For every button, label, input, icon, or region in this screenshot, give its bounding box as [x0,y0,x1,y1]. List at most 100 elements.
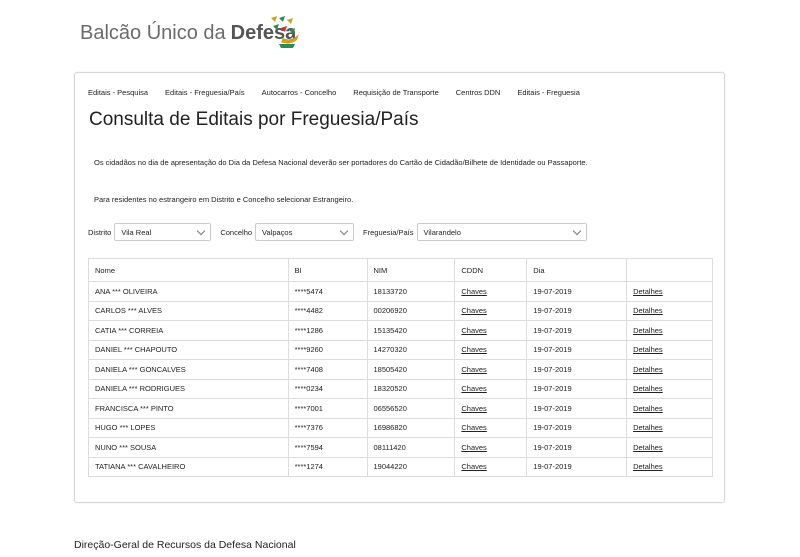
logo-text: Balcão Único da [80,22,226,44]
details-link[interactable]: Detalhes [633,325,663,335]
table-row: TATIANA *** CAVALHEIRO ****1274 19044220 Ch… [88,456,713,477]
table-cell: 15135420 [366,320,456,341]
table-cell: Chaves [454,378,528,399]
details-link[interactable]: Detalhes [633,403,663,413]
table-cell: 18505420 [366,359,456,380]
table-cell: 19044220 [366,456,456,477]
table-cell: 06556520 [366,398,456,419]
table-cell: TATIANA *** CAVALHEIRO [88,456,289,477]
nav-tab[interactable]: Requisição de Transporte [353,88,439,97]
column-header: Dia [526,258,628,282]
table-cell: Detalhes [626,300,713,321]
nav-tab[interactable]: Editais - Freguesia/País [165,88,245,97]
nav-tab[interactable]: Editais - Pesquisa [88,88,149,97]
cddn-link[interactable]: Chaves [461,364,487,374]
table-cell: 19-07-2019 [526,320,628,341]
logo-icon [271,16,299,48]
notice: Os cidadãos no dia de apresentação do Di… [94,158,588,167]
table-cell: Chaves [454,359,528,380]
table-cell: Chaves [454,417,528,438]
table-cell: ****7408 [287,359,368,380]
column-header: BI [287,258,368,282]
results-table: Nome BI NIM CDDN Dia ANA *** OLIVEIRA ****547… [88,258,713,477]
table-cell: Detalhes [626,437,713,458]
column-header: Nome [88,258,289,282]
nav-tabs: Editais - Pesquisa Editais - Freguesia/Pa… [88,88,597,97]
table-cell: FRANCISCA *** PINTO [88,398,289,419]
nav-tab[interactable]: Centros DDN [455,88,501,97]
details-link[interactable]: Detalhes [633,442,663,452]
column-header: NIM [366,258,456,282]
nav-tab[interactable]: Editais - Freguesia [517,88,580,97]
table-row: CARLOS *** ALVES ****4482 00206920 Chaves 19… [88,300,713,321]
logo[interactable]: Balcão Único da Defesa [80,16,299,48]
table-cell: 00206920 [366,300,456,321]
table-cell: ****7001 [287,398,368,419]
table-cell: ****4482 [287,300,368,321]
table-cell: Chaves [454,437,528,458]
table-row: CATIA *** CORREIA ****1286 15135420 Chaves 1… [88,320,713,341]
table-row: DANIEL *** CHAPOUTO ****9260 14270320 Chave… [88,339,713,360]
table-cell: 19-07-2019 [526,378,628,399]
filter-select[interactable]: Vila Real [114,223,212,241]
cddn-link[interactable]: Chaves [461,442,487,452]
details-link[interactable]: Detalhes [633,384,663,394]
notice: Para residentes no estrangeiro em Distri… [94,195,354,204]
table-cell: 19-07-2019 [526,281,628,302]
details-link[interactable]: Detalhes [633,423,663,433]
table-row: NUNO *** SOUSA ****7594 08111420 Chaves 19-0… [88,437,713,458]
cddn-link[interactable]: Chaves [461,345,487,355]
filter-label: Concelho [220,227,253,237]
column-header [626,258,713,282]
table-cell: Chaves [454,320,528,341]
table-cell: Chaves [454,339,528,360]
cddn-link[interactable]: Chaves [461,403,487,413]
table-cell: 19-07-2019 [526,339,628,360]
table-cell: 16986820 [366,417,456,438]
filters: Distrito Vila Real Concelho Valpaços Fregues… [88,223,596,241]
filter-select[interactable]: Valpaços [255,223,355,241]
filter-label: Distrito [88,227,112,237]
table-cell: ****0234 [287,378,368,399]
table-cell: Detalhes [626,281,713,302]
table-cell: ANA *** OLIVEIRA [88,281,289,302]
table-cell: Detalhes [626,378,713,399]
details-link[interactable]: Detalhes [633,345,663,355]
details-link[interactable]: Detalhes [633,364,663,374]
nav-tab[interactable]: Autocarros - Concelho [261,88,337,97]
table-cell: Detalhes [626,339,713,360]
table-cell: DANIELA *** GONCALVES [88,359,289,380]
cddn-link[interactable]: Chaves [461,325,487,335]
table-cell: 19-07-2019 [526,417,628,438]
table-cell: Detalhes [626,320,713,341]
table-cell: ****1274 [287,456,368,477]
table-cell: HUGO *** LOPES [88,417,289,438]
table-cell: 19-07-2019 [526,359,628,380]
column-header: CDDN [454,258,528,282]
table-cell: 19-07-2019 [526,437,628,458]
details-link[interactable]: Detalhes [633,306,663,316]
cddn-link[interactable]: Chaves [461,384,487,394]
cddn-link[interactable]: Chaves [461,423,487,433]
cddn-link[interactable]: Chaves [461,462,487,472]
table-row: ANA *** OLIVEIRA ****5474 18133720 Chaves 19… [88,281,713,302]
table-cell: ****7376 [287,417,368,438]
table-body: ANA *** OLIVEIRA ****5474 18133720 Chaves 19… [88,281,713,477]
table-cell: Chaves [454,456,528,477]
table-cell: 18133720 [366,281,456,302]
table-cell: 19-07-2019 [526,300,628,321]
details-link[interactable]: Detalhes [633,462,663,472]
table-cell: Detalhes [626,456,713,477]
cddn-link[interactable]: Chaves [461,306,487,316]
content-panel: Editais - Pesquisa Editais - Freguesia/Pa… [74,72,725,503]
footer: Direção-Geral de Recursos da Defesa Naci… [74,539,296,551]
table-cell: NUNO *** SOUSA [88,437,289,458]
cddn-link[interactable]: Chaves [461,286,487,296]
table-cell: DANIEL *** CHAPOUTO [88,339,289,360]
filter-select[interactable]: Vilarandelo [416,223,587,241]
table-cell: ****9260 [287,339,368,360]
table-cell: Chaves [454,281,528,302]
details-link[interactable]: Detalhes [633,286,663,296]
filter-label: Freguesia/País [363,227,414,237]
